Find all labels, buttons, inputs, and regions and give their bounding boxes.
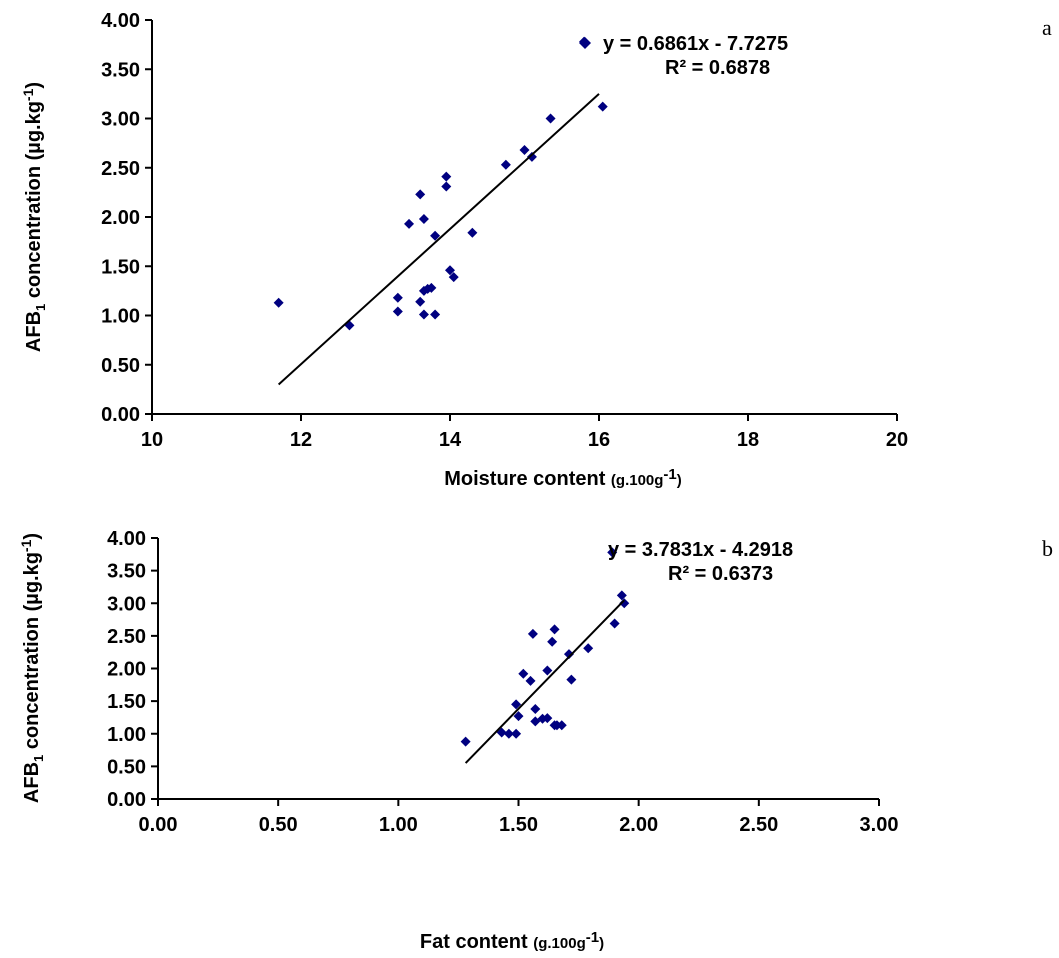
data-point <box>616 590 627 601</box>
y-axis-ticks: 0.00 0.50 1.00 1.50 2.00 2.50 3.00 3.50 4.00 <box>107 528 158 811</box>
data-point <box>460 736 471 747</box>
r-squared: R² = 0.6878 <box>665 57 770 79</box>
y-tick-label: 3.00 <box>107 593 146 615</box>
x-tick-label: 1.50 <box>499 814 538 836</box>
data-point <box>415 189 426 200</box>
x-axis-ticks: 0.00 0.50 1.00 1.50 2.00 2.50 3.00 <box>139 799 899 836</box>
data-point <box>545 113 556 124</box>
data-point <box>430 309 441 320</box>
r-squared: R² = 0.6373 <box>668 563 773 585</box>
panel-label: a <box>1042 15 1052 40</box>
x-tick-label: 12 <box>290 429 312 451</box>
y-tick-label: 0.00 <box>101 404 140 426</box>
data-points <box>460 547 630 747</box>
y-tick-label: 0.50 <box>101 355 140 377</box>
data-point <box>448 272 459 283</box>
data-point <box>467 227 478 238</box>
y-axis-ticks: 0.00 0.50 1.00 1.50 2.00 2.50 3.00 3.50 4.00 <box>101 10 152 426</box>
data-point <box>527 628 538 639</box>
y-tick-label: 2.50 <box>107 626 146 648</box>
data-point <box>441 171 452 182</box>
y-tick-label: 0.00 <box>107 789 146 811</box>
y-tick-label: 3.50 <box>101 59 140 81</box>
data-point <box>418 213 429 224</box>
data-point <box>441 181 452 192</box>
y-tick-label: 1.50 <box>101 256 140 278</box>
data-point <box>518 668 529 679</box>
data-point <box>530 703 541 714</box>
y-tick-label: 1.00 <box>101 306 140 328</box>
y-tick-label: 4.00 <box>101 10 140 32</box>
data-point <box>344 320 355 331</box>
data-points <box>273 36 608 331</box>
y-tick-label: 2.50 <box>101 158 140 180</box>
y-tick-label: 2.00 <box>101 207 140 229</box>
data-point <box>513 711 524 722</box>
data-point <box>547 636 558 647</box>
legend-marker <box>579 37 591 49</box>
data-point <box>519 145 530 156</box>
regression-equation: y = 3.7831x - 4.2918 <box>608 539 793 561</box>
data-point <box>549 624 560 635</box>
y-tick-label: 3.00 <box>101 109 140 131</box>
y-tick-label: 1.50 <box>107 691 146 713</box>
data-point <box>445 265 455 276</box>
x-tick-label: 14 <box>439 429 462 451</box>
data-point <box>566 674 577 685</box>
data-point <box>392 292 403 303</box>
data-point <box>273 297 284 308</box>
chart-panel-a: a 0.00 0.50 1.00 1.50 2.00 2.50 3.00 3.50 4.00 1… <box>20 10 1052 490</box>
x-tick-label: 2.50 <box>739 814 778 836</box>
y-axis-label: AFB1 concentration (µg.kg-1) <box>20 82 48 352</box>
data-point <box>404 218 415 229</box>
x-tick-label: 16 <box>588 429 610 451</box>
x-axis-label: Moisture content (g.100g-1) <box>444 466 682 490</box>
x-tick-label: 0.00 <box>139 814 178 836</box>
x-tick-label: 0.50 <box>259 814 298 836</box>
data-point <box>583 643 594 654</box>
data-point <box>619 598 630 609</box>
trendline <box>464 599 625 764</box>
y-tick-label: 4.00 <box>107 528 146 550</box>
panel-label: b <box>1042 536 1053 561</box>
data-point <box>500 159 511 170</box>
x-tick-label: 2.00 <box>619 814 658 836</box>
y-tick-label: 1.00 <box>107 724 146 746</box>
x-axis-ticks: 10 12 14 16 18 20 <box>141 414 908 451</box>
data-point <box>597 101 608 112</box>
x-tick-label: 10 <box>141 429 163 451</box>
chart-panel-b: b 0.00 0.50 1.00 1.50 2.00 2.50 3.00 3.50 4.00 0… <box>18 528 1053 953</box>
data-point <box>430 230 441 241</box>
data-point <box>511 699 522 710</box>
y-tick-label: 0.50 <box>107 756 146 778</box>
x-tick-label: 20 <box>886 429 908 451</box>
data-point <box>607 547 618 558</box>
y-axis-label: AFB1 concentration (µg.kg-1) <box>18 533 46 803</box>
x-axis-label: Fat content (g.100g-1) <box>420 929 604 953</box>
data-point <box>556 720 567 731</box>
x-tick-label: 3.00 <box>860 814 899 836</box>
data-point <box>542 713 553 724</box>
data-point <box>542 665 553 676</box>
y-tick-label: 2.00 <box>107 659 146 681</box>
y-tick-label: 3.50 <box>107 561 146 583</box>
x-tick-label: 1.00 <box>379 814 418 836</box>
data-point <box>418 309 429 320</box>
data-point <box>525 675 536 686</box>
data-point <box>392 306 403 317</box>
x-tick-label: 18 <box>737 429 759 451</box>
data-point <box>563 649 574 660</box>
data-point <box>526 151 537 162</box>
data-point <box>511 728 522 739</box>
data-point <box>426 282 437 293</box>
data-point <box>503 728 514 739</box>
regression-equation: y = 0.6861x - 7.7275 <box>603 33 788 55</box>
data-point <box>415 296 426 307</box>
data-point <box>609 618 620 629</box>
trendline <box>277 93 600 386</box>
